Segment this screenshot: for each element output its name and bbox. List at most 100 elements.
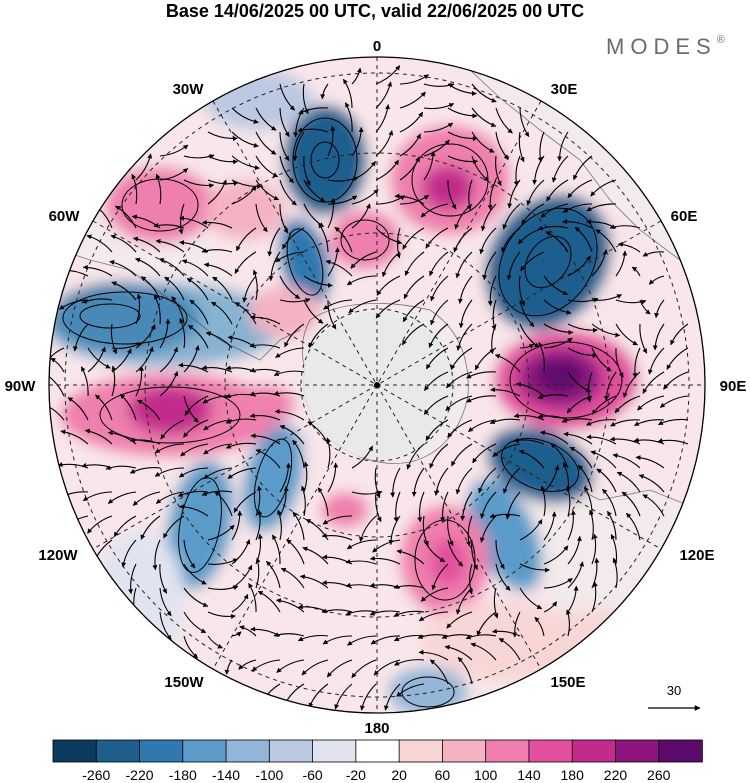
wind-arrow-icon — [72, 323, 89, 352]
wind-arrow-icon — [231, 564, 253, 589]
wind-arrow-icon — [423, 139, 450, 157]
wind-arrow-icon — [135, 153, 153, 181]
wind-arrow-icon — [317, 487, 329, 517]
wind-arrow-icon — [614, 395, 641, 414]
wind-arrow-icon — [423, 83, 455, 88]
wind-arrow-icon — [325, 259, 353, 277]
wind-arrow-icon — [207, 155, 238, 165]
wind-arrow-icon — [255, 449, 281, 469]
wind-arrow-icon — [404, 251, 425, 276]
wind-arrow-icon — [121, 539, 137, 568]
wind-arrow-icon — [591, 323, 621, 338]
wind-arrow-icon — [411, 467, 425, 497]
wind-arrow-icon — [180, 443, 209, 457]
wind-arrow-icon — [183, 563, 207, 585]
wind-arrow-icon — [49, 372, 65, 397]
wind-arrow-icon — [642, 251, 665, 257]
wind-arrow-icon — [447, 515, 454, 547]
wind-arrow-icon — [351, 189, 379, 205]
wind-arrow-icon — [453, 227, 473, 253]
wind-arrow-icon — [476, 611, 497, 636]
wind-arrow-icon — [468, 563, 473, 595]
wind-arrow-icon — [495, 131, 509, 160]
wind-arrow-icon — [591, 249, 608, 277]
wind-arrow-icon — [498, 638, 521, 661]
wind-arrow-icon — [159, 563, 168, 594]
wind-arrow-icon — [431, 563, 449, 591]
south-pole-marker — [374, 382, 380, 388]
wind-arrow-icon — [87, 346, 106, 373]
wind-arrow-icon — [82, 264, 113, 277]
wind-arrow-icon — [308, 323, 329, 348]
colorbar-swatch — [312, 739, 357, 763]
wind-arrow-icon — [178, 467, 209, 478]
wind-arrow-icon — [424, 371, 449, 392]
wind-arrow-icon — [129, 437, 161, 445]
wind-arrow-icon — [297, 634, 329, 642]
wind-arrow-icon — [591, 395, 617, 415]
wind-arrow-icon — [87, 347, 111, 369]
wind-arrow-icon — [657, 438, 689, 445]
wind-arrow-icon — [119, 393, 137, 421]
colorbar-tick-label: 140 — [517, 767, 541, 783]
colorbar-swatch — [182, 739, 227, 763]
wind-arrow-icon — [538, 341, 545, 373]
wind-arrow-icon — [495, 539, 505, 570]
wind-arrow-icon — [189, 299, 209, 325]
wind-arrow-icon — [519, 519, 543, 541]
colorbar-tick-label: -60 — [302, 767, 322, 783]
wind-arrow-icon — [635, 455, 665, 469]
wind-arrow-icon — [110, 323, 117, 355]
wind-arrow-icon — [447, 539, 464, 567]
wind-arrow-icon — [446, 611, 473, 629]
wind-arrow-icon — [612, 453, 641, 469]
wind-arrow-icon — [447, 419, 473, 438]
wind-arrow-icon — [250, 314, 281, 325]
wind-arrow-icon — [591, 581, 598, 613]
wind-arrow-icon — [566, 609, 571, 637]
wind-arrow-icon — [279, 107, 290, 137]
wind-arrow-icon — [567, 297, 599, 303]
wind-arrow-icon — [164, 276, 185, 301]
wind-arrow-icon — [615, 323, 638, 346]
wind-arrow-icon — [276, 659, 305, 673]
wind-arrow-icon — [231, 179, 262, 190]
reference-vector: 30 — [648, 683, 701, 711]
wind-arrow-icon — [135, 324, 156, 349]
wind-arrow-icon — [273, 390, 305, 397]
wind-arrow-icon — [224, 659, 233, 675]
wind-arrow-icon — [351, 659, 377, 679]
wind-arrow-icon — [631, 266, 641, 277]
colorbar-tick-label: 100 — [474, 767, 498, 783]
wind-arrow-icon — [135, 366, 145, 397]
wind-arrow-icon — [375, 491, 382, 523]
wind-arrow-icon — [455, 587, 473, 615]
wind-arrow-icon — [207, 131, 238, 142]
wind-arrow-icon — [279, 425, 305, 445]
wind-arrow-icon — [642, 494, 665, 517]
wind-arrow-icon — [201, 248, 233, 253]
wind-arrow-icon — [545, 231, 569, 253]
wind-arrow-icon — [303, 275, 333, 288]
wind-arrow-icon — [494, 353, 521, 373]
wind-arrow-icon — [615, 250, 628, 277]
wind-arrow-icon — [159, 611, 172, 641]
wind-arrow-icon — [429, 659, 449, 685]
wind-arrow-icon — [505, 491, 521, 520]
wind-arrow-icon — [519, 587, 543, 610]
wind-arrow-icon — [271, 534, 281, 565]
colorbar-swatch — [225, 739, 271, 763]
wind-arrow-icon — [454, 203, 473, 230]
wind-arrow-icon — [471, 155, 489, 182]
wind-arrow-icon — [207, 558, 239, 565]
wind-arrow-icon — [590, 179, 617, 197]
wind-arrow-icon — [179, 504, 209, 517]
wind-arrow-icon — [249, 342, 281, 349]
wind-arrow-icon — [225, 442, 257, 449]
wind-arrow-icon — [136, 399, 161, 421]
wind-arrow-icon — [159, 587, 172, 617]
wind-arrow-icon — [519, 343, 535, 349]
wind-arrow-icon — [502, 203, 521, 230]
wind-arrow-icon — [447, 179, 457, 210]
wind-arrow-icon — [393, 491, 401, 523]
